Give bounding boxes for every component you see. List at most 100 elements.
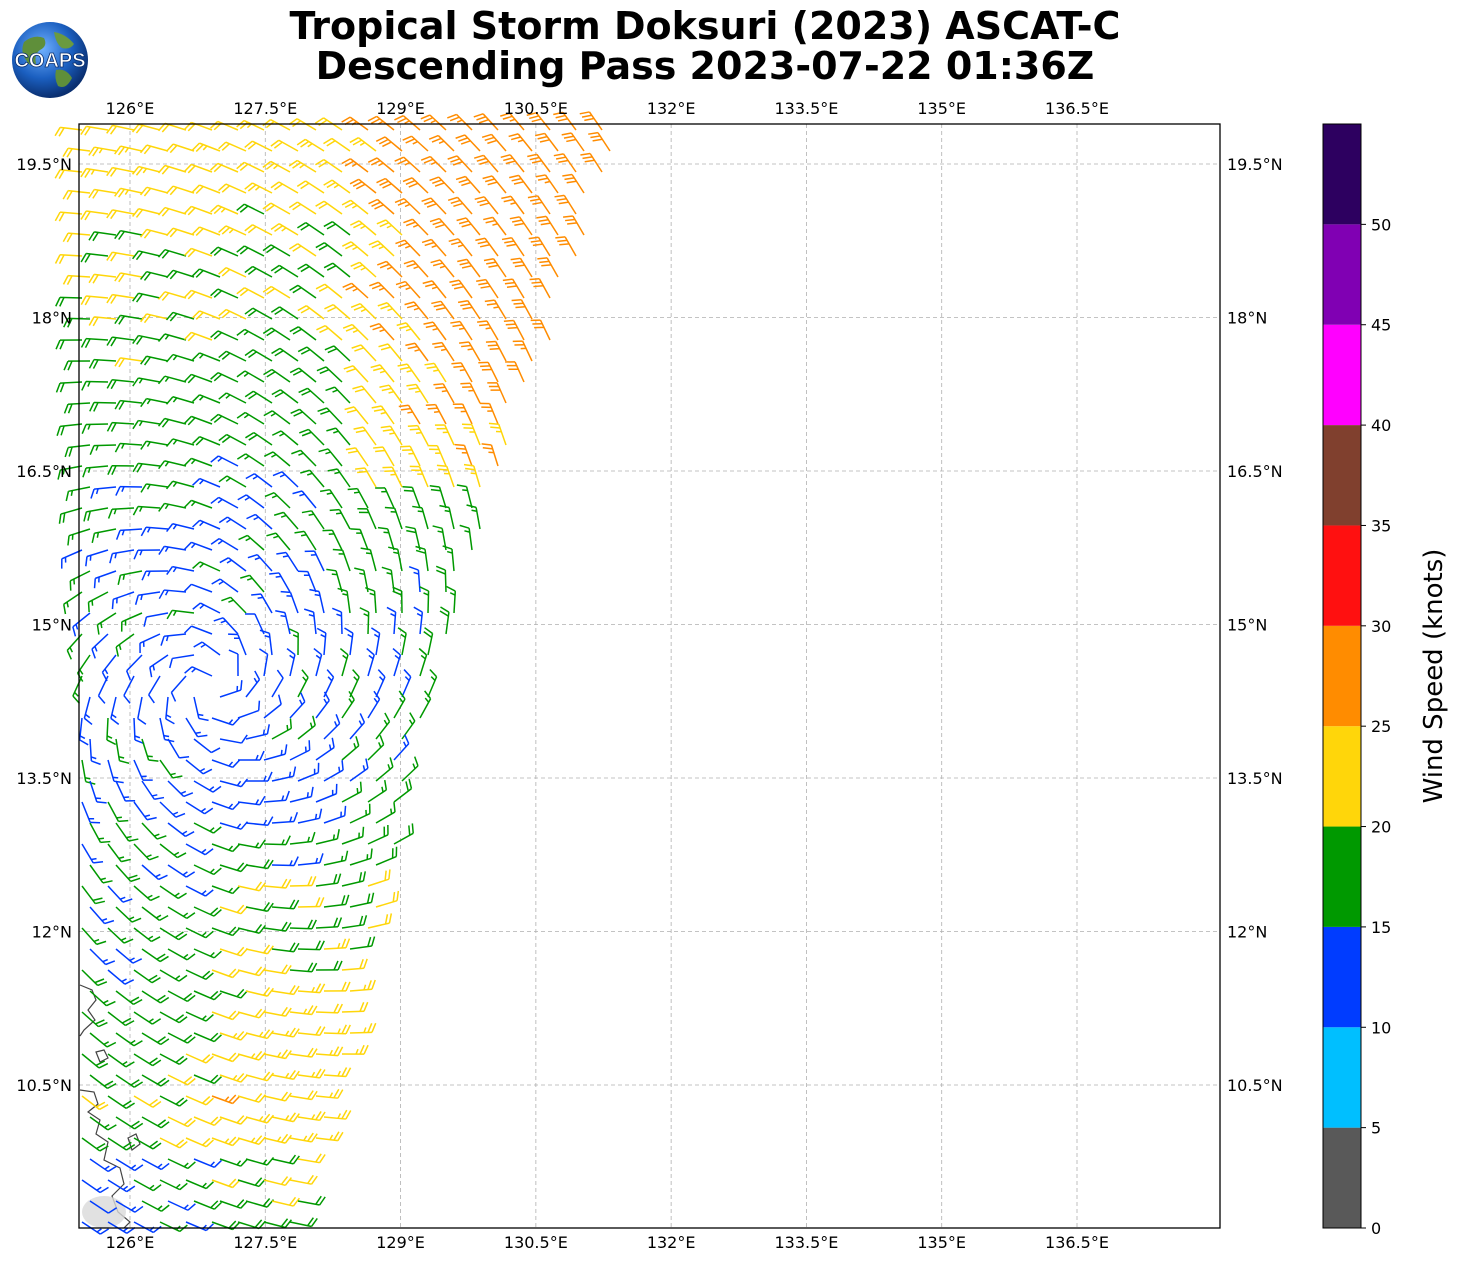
wind-barb bbox=[193, 1116, 222, 1127]
wind-barb bbox=[580, 152, 603, 173]
wind-barb bbox=[141, 990, 170, 1004]
wind-barb bbox=[349, 137, 377, 152]
wind-barb bbox=[323, 1109, 352, 1120]
wind-barb bbox=[297, 853, 324, 866]
colorbar-bin bbox=[1323, 1027, 1361, 1128]
wind-barb bbox=[439, 606, 450, 635]
wind-barb bbox=[271, 899, 300, 910]
wind-barb bbox=[236, 328, 265, 341]
wind-barb bbox=[81, 380, 109, 391]
wind-barb bbox=[350, 261, 377, 278]
wind-barb bbox=[271, 985, 300, 996]
wind-barb bbox=[228, 649, 239, 677]
wind-barb bbox=[315, 1131, 344, 1142]
wind-barb bbox=[297, 897, 325, 908]
wind-barb bbox=[159, 759, 183, 779]
wind-barb bbox=[81, 969, 108, 987]
wind-barb bbox=[183, 373, 213, 384]
wind-barb bbox=[134, 591, 161, 605]
wind-barb bbox=[500, 112, 525, 131]
wind-barb bbox=[166, 523, 195, 532]
wind-barb bbox=[407, 424, 429, 446]
lon-tick-label-bottom: 126°E bbox=[106, 1233, 155, 1252]
wind-barb bbox=[170, 675, 187, 702]
wind-barb bbox=[237, 839, 266, 849]
wind-barb bbox=[289, 1090, 318, 1101]
coastline bbox=[79, 984, 141, 1229]
lon-tick-label-top: 127.5°E bbox=[233, 99, 297, 118]
wind-barb bbox=[349, 713, 366, 740]
wind-barb bbox=[263, 744, 288, 761]
wind-barb bbox=[271, 669, 284, 698]
wind-barb bbox=[288, 201, 317, 215]
wind-barb bbox=[165, 227, 195, 238]
wind-barb bbox=[456, 217, 481, 236]
wind-barb bbox=[477, 320, 499, 341]
wind-barb bbox=[89, 1158, 117, 1173]
wind-barb bbox=[349, 220, 377, 236]
wind-barb bbox=[476, 278, 499, 299]
wind-barb bbox=[315, 242, 343, 257]
colorbar-tick-label: 0 bbox=[1371, 1219, 1381, 1238]
wind-barb bbox=[131, 165, 161, 176]
wind-barb bbox=[115, 1074, 144, 1088]
wind-barb bbox=[297, 263, 325, 278]
wind-barb bbox=[429, 217, 455, 236]
wind-barb bbox=[165, 353, 195, 363]
wind-barb bbox=[271, 347, 299, 362]
wind-barb bbox=[106, 251, 135, 262]
wind-barb bbox=[271, 1027, 300, 1038]
wind-barb bbox=[240, 574, 265, 593]
wind-barb bbox=[288, 159, 317, 173]
wind-barb bbox=[270, 264, 299, 278]
wind-barb bbox=[360, 547, 377, 572]
wind-barb bbox=[483, 216, 507, 236]
wind-barb bbox=[536, 215, 559, 236]
wind-barb bbox=[500, 154, 525, 173]
wind-barb bbox=[192, 436, 221, 446]
wind-barb bbox=[501, 237, 525, 257]
wind-barb bbox=[159, 885, 187, 900]
logo-text: COAPS bbox=[14, 50, 85, 72]
wind-barb bbox=[133, 1137, 162, 1150]
wind-barb bbox=[341, 781, 363, 803]
wind-barb bbox=[106, 166, 135, 177]
wind-barb bbox=[89, 990, 116, 1007]
wind-barb bbox=[115, 1116, 144, 1130]
wind-barb bbox=[169, 654, 195, 669]
wind-barb bbox=[106, 336, 135, 347]
wind-barb bbox=[271, 718, 293, 740]
wind-barb bbox=[185, 1053, 214, 1064]
wind-barb bbox=[562, 173, 585, 194]
wind-barb bbox=[375, 669, 386, 698]
wind-barb bbox=[341, 1044, 369, 1055]
wind-barb bbox=[473, 113, 499, 131]
wind-barb bbox=[88, 231, 117, 242]
wind-barb bbox=[141, 1074, 170, 1087]
wind-barb bbox=[158, 460, 187, 470]
wind-barb bbox=[349, 178, 377, 194]
wind-barb bbox=[245, 1071, 275, 1082]
wind-barb bbox=[288, 628, 299, 656]
wind-barb bbox=[107, 1179, 136, 1193]
wind-barb bbox=[409, 465, 429, 488]
colorbar-tick-label: 50 bbox=[1371, 215, 1391, 234]
wind-barb bbox=[448, 238, 473, 257]
wind-barb bbox=[191, 394, 221, 404]
wind-barb bbox=[132, 292, 161, 303]
wind-barb bbox=[315, 1003, 344, 1014]
wind-barb bbox=[289, 284, 317, 299]
wind-barb bbox=[291, 449, 317, 467]
wind-barb bbox=[85, 549, 109, 567]
wind-barb bbox=[323, 981, 351, 992]
wind-barb bbox=[193, 1200, 223, 1210]
lat-tick-label-right: 15°N bbox=[1227, 616, 1267, 635]
wind-barb bbox=[89, 1074, 117, 1090]
wind-barb bbox=[109, 549, 135, 564]
wind-barb bbox=[357, 508, 377, 530]
wind-barb bbox=[115, 1200, 144, 1213]
wind-barb bbox=[375, 136, 403, 152]
wind-barb bbox=[141, 948, 169, 963]
wind-barb bbox=[185, 1221, 214, 1232]
wind-barb bbox=[183, 457, 213, 467]
